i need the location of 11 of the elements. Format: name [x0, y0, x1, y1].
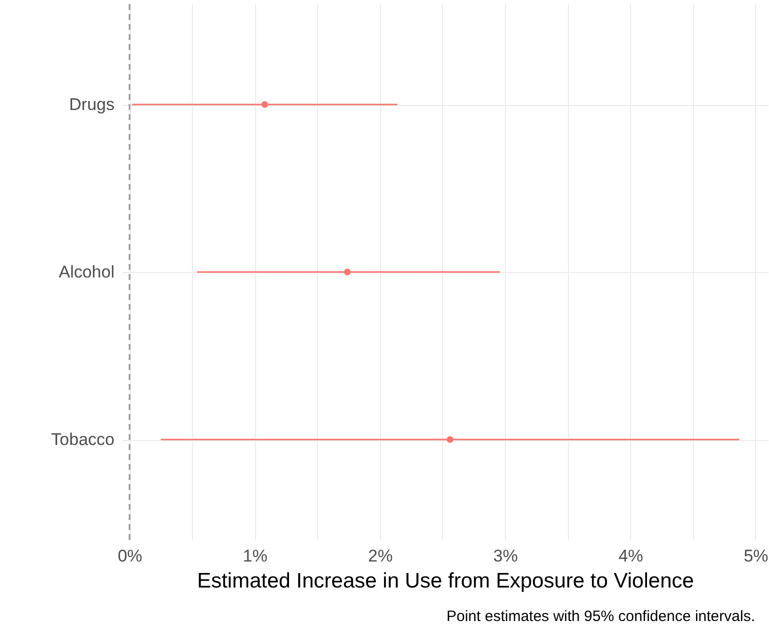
x-tick-label: 3% [493, 546, 518, 566]
x-axis-title: Estimated Increase in Use from Exposure to Violence [197, 570, 694, 592]
y-tick-label: Tobacco [51, 430, 114, 449]
y-tick-label: Alcohol [58, 262, 114, 282]
x-tick-label: 2% [368, 546, 393, 566]
x-tick-label: 1% [242, 546, 268, 566]
x-tick-label: 0% [118, 546, 142, 566]
y-tick-label: Drugs [69, 95, 114, 114]
x-tick-label: 4% [618, 546, 644, 566]
x-tick-label: 5% [744, 546, 768, 566]
text: Point estimates with 95% confidence intervals. [446, 608, 755, 625]
